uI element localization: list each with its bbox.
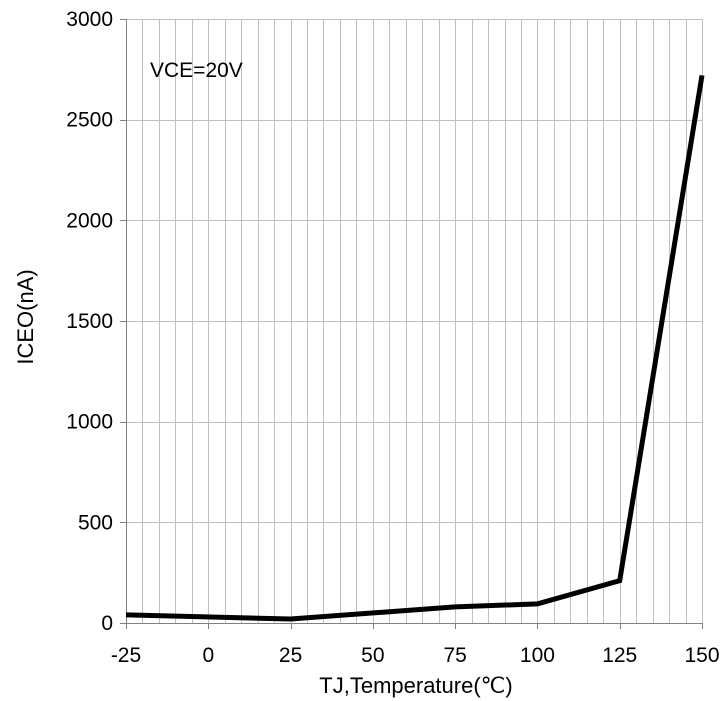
series-line <box>125 74 705 622</box>
axes <box>120 19 703 629</box>
y-tick-label: 2500 <box>66 109 113 132</box>
y-tick-label: 0 <box>101 612 113 635</box>
grid <box>126 19 703 624</box>
x-tick-label: 150 <box>684 644 719 667</box>
x-tick-label: -25 <box>111 644 141 667</box>
y-tick-label: 500 <box>78 511 113 534</box>
y-tick-label: 1500 <box>66 310 113 333</box>
annotation-vce: VCE=20V <box>150 59 243 82</box>
x-tick-label: 125 <box>602 644 637 667</box>
x-axis-title: TJ,Temperature(℃) <box>319 673 512 698</box>
y-tick-label: 1000 <box>66 411 113 434</box>
y-axis-title: ICEO(nA) <box>13 269 38 364</box>
y-tick-label: 2000 <box>66 209 113 232</box>
x-tick-label: 0 <box>202 644 214 667</box>
labels: VCE=20V TJ,Temperature(℃) ICEO(nA) 05001… <box>13 8 720 698</box>
y-tick-label: 3000 <box>66 8 113 31</box>
x-tick-label: 75 <box>443 644 466 667</box>
series <box>125 74 705 622</box>
x-tick-label: 100 <box>520 644 555 667</box>
x-tick-label: 50 <box>361 644 384 667</box>
x-tick-label: 25 <box>279 644 302 667</box>
